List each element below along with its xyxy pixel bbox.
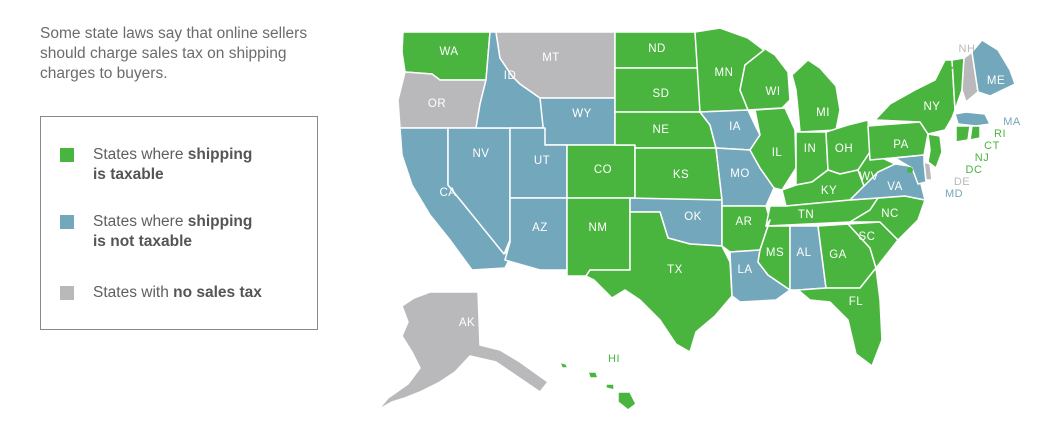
label-NE: NE [653, 124, 670, 136]
label-SC: SC [859, 231, 876, 243]
label-WV: WV [859, 171, 879, 183]
label-CO: CO [594, 164, 612, 176]
label-WI: WI [765, 86, 780, 98]
label-MT: MT [542, 52, 560, 64]
state-IL[interactable] [749, 107, 797, 191]
state-MD[interactable] [894, 154, 927, 185]
state-HI[interactable] [559, 361, 637, 411]
legend-item-not-taxable: States where shipping is not taxable [60, 212, 252, 252]
label-ND: ND [648, 43, 666, 55]
state-NH[interactable] [961, 51, 979, 103]
state-FL[interactable] [797, 267, 883, 367]
label-MO: MO [730, 168, 750, 180]
state-CT[interactable] [955, 125, 971, 143]
label-VA: VA [887, 181, 903, 193]
label-GA: GA [829, 249, 847, 261]
legend-swatch-no-tax [60, 286, 74, 300]
state-AK[interactable] [377, 291, 549, 411]
label-NV: NV [473, 148, 490, 160]
state-TX[interactable] [585, 211, 733, 353]
label-IL: IL [772, 147, 783, 159]
label-UT: UT [534, 155, 550, 167]
label-HI: HI [608, 353, 620, 365]
intro-text: Some state laws say that online sellers … [40, 25, 308, 82]
label-OR: OR [428, 98, 446, 110]
legend-bold: shipping [187, 213, 253, 230]
label-DC: DC [966, 164, 983, 176]
legend-swatch-not-taxable [60, 215, 74, 229]
state-ME[interactable] [971, 39, 1016, 97]
label-WA: WA [439, 46, 458, 58]
label-DE: DE [954, 176, 970, 188]
legend-prefix: States with [93, 284, 174, 301]
label-NY: NY [924, 101, 941, 113]
label-NM: NM [589, 222, 608, 234]
label-ME: ME [987, 75, 1005, 87]
legend-prefix: States where [93, 146, 188, 163]
label-NH: NH [959, 43, 976, 55]
label-VT: VT [948, 60, 963, 72]
label-KS: KS [673, 169, 689, 181]
label-MD: MD [945, 188, 963, 200]
label-SD: SD [653, 88, 670, 100]
label-AZ: AZ [532, 222, 548, 234]
label-MS: MS [766, 247, 784, 259]
label-AL: AL [796, 247, 811, 259]
state-NJ[interactable] [927, 133, 943, 169]
label-AK: AK [459, 317, 475, 329]
state-WY[interactable] [539, 97, 616, 146]
label-AR: AR [736, 216, 753, 228]
legend-bold: no sales tax [173, 284, 262, 301]
label-WY: WY [572, 108, 592, 120]
label-ID: ID [504, 70, 517, 82]
state-MI[interactable] [791, 59, 841, 133]
label-CA: CA [440, 187, 457, 199]
label-OK: OK [684, 211, 702, 223]
label-IN: IN [804, 143, 817, 155]
label-MI: MI [816, 107, 830, 119]
label-TN: TN [798, 209, 814, 221]
label-CT: CT [984, 140, 1000, 152]
legend-rest: is taxable [93, 166, 164, 183]
legend-prefix: States where [93, 213, 188, 230]
legend-box: States where shipping is taxable States … [40, 116, 318, 330]
label-NJ: NJ [975, 152, 989, 164]
label-RI: RI [994, 128, 1006, 140]
legend-item-taxable: States where shipping is taxable [60, 145, 252, 185]
state-DC[interactable] [907, 167, 913, 173]
label-FL: FL [849, 296, 864, 308]
legend-swatch-taxable [60, 148, 74, 162]
label-OH: OH [835, 143, 853, 155]
legend-bold: shipping [187, 146, 253, 163]
state-PA[interactable] [867, 121, 929, 161]
label-IA: IA [729, 121, 741, 133]
state-NM[interactable] [566, 197, 631, 277]
label-PA: PA [893, 139, 909, 151]
legend-item-no-tax: States with no sales tax [60, 283, 262, 303]
label-MA: MA [1003, 116, 1021, 128]
label-TX: TX [667, 264, 683, 276]
label-LA: LA [737, 264, 752, 276]
state-RI[interactable] [969, 125, 981, 141]
label-NC: NC [881, 208, 899, 220]
state-AZ[interactable] [504, 197, 568, 271]
label-KY: KY [821, 185, 837, 197]
label-MN: MN [715, 67, 734, 79]
us-states-map: WA OR CA NV ID MT WY UT AZ CO NM ND SD N… [377, 27, 1021, 411]
legend-rest: is not taxable [93, 233, 193, 250]
state-MA[interactable] [954, 111, 991, 127]
